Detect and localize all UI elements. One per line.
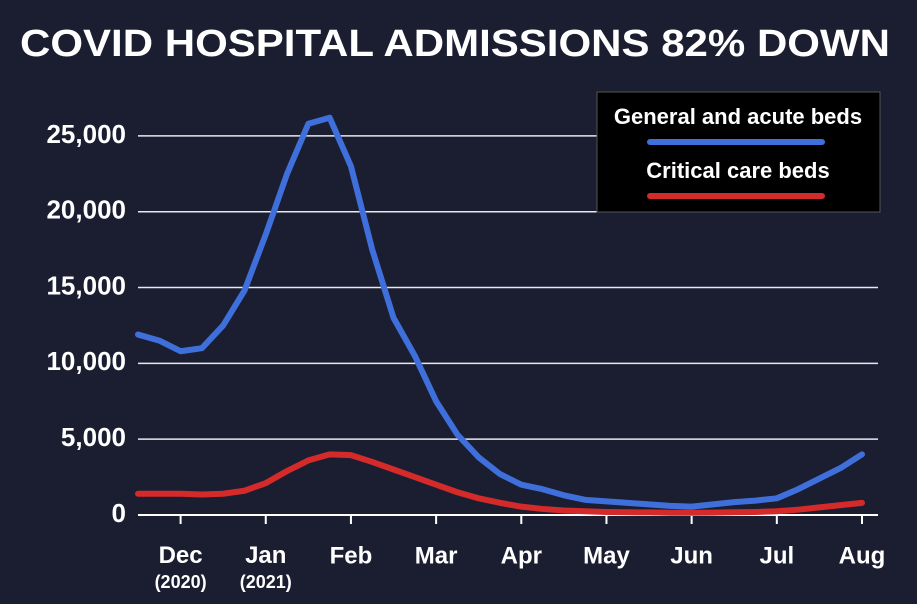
x-tick-label: Jun (670, 542, 713, 569)
legend-box (596, 91, 881, 213)
y-tick-label: 5,000 (61, 422, 126, 452)
x-tick-label: May (583, 542, 630, 569)
y-tick-label: 15,000 (46, 270, 126, 300)
legend-label: General and acute beds (614, 104, 862, 129)
x-tick-label: Jul (759, 542, 794, 569)
x-tick-label: Dec (2020) (155, 542, 207, 591)
x-tick-label: Jan (2021) (240, 542, 292, 591)
y-tick-label: 10,000 (46, 346, 126, 376)
y-tick-label: 25,000 (46, 119, 126, 149)
y-tick-label: 20,000 (46, 195, 126, 225)
series-line (135, 451, 865, 516)
chart-title: COVID HOSPITAL ADMISSIONS 82% DOWN (20, 23, 890, 65)
x-tick-label: Mar (415, 542, 458, 569)
x-tick-label: Apr (501, 542, 542, 569)
y-tick-label: 0 (112, 498, 126, 528)
series-line (135, 114, 865, 510)
legend-label: Critical care beds (646, 158, 829, 183)
x-tick-label: Aug (839, 542, 886, 569)
x-tick-label: Feb (330, 542, 373, 569)
